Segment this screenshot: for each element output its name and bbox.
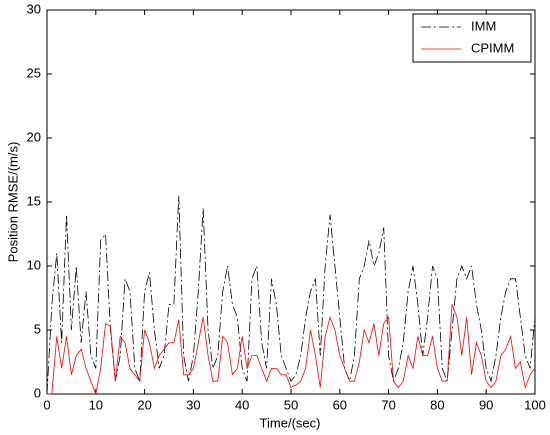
y-tick-label: 0 xyxy=(34,385,41,400)
x-axis-label: Time/(sec) xyxy=(260,415,321,430)
data-line xyxy=(46,195,536,395)
y-tick-label: 30 xyxy=(27,1,41,16)
x-tick-label: 20 xyxy=(137,397,151,412)
x-tick-label: 0 xyxy=(43,397,50,412)
y-tick-label: 15 xyxy=(27,193,41,208)
legend-label: CPIMM xyxy=(471,40,514,55)
x-tick-label: 40 xyxy=(235,397,249,412)
y-tick-label: 25 xyxy=(27,65,41,80)
x-tick-label: 30 xyxy=(186,397,200,412)
plot-frame xyxy=(46,9,536,395)
y-tick-label: 10 xyxy=(27,257,41,272)
x-tick-label: 100 xyxy=(524,397,546,412)
x-tick-label: 60 xyxy=(333,397,347,412)
legend-box xyxy=(412,13,532,63)
y-axis-label: Position RMSE/(m/s) xyxy=(5,142,20,263)
x-tick-label: 50 xyxy=(284,397,298,412)
x-tick-label: 10 xyxy=(89,397,103,412)
x-tick-label: 90 xyxy=(479,397,493,412)
y-tick-label: 5 xyxy=(34,321,41,336)
legend-label: IMM xyxy=(471,18,496,33)
x-tick-label: 70 xyxy=(381,397,395,412)
x-tick-label: 80 xyxy=(430,397,444,412)
y-tick-label: 20 xyxy=(27,129,41,144)
data-line xyxy=(47,304,536,396)
